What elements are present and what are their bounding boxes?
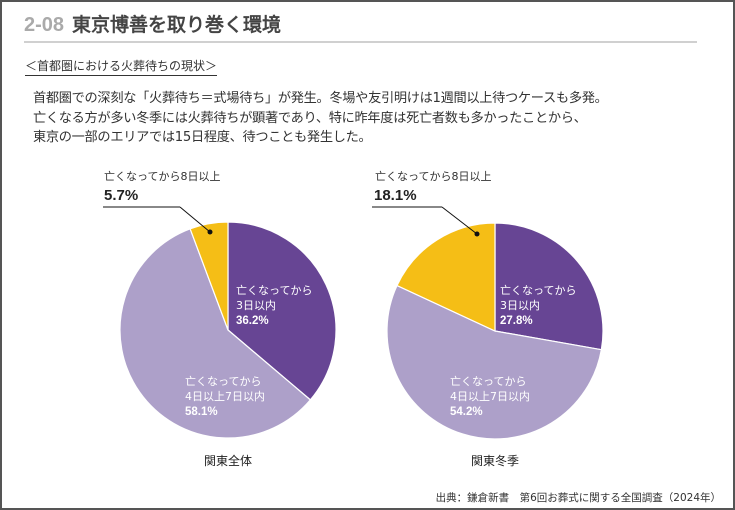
over8-label: 亡くなってから8日以上 (104, 169, 220, 183)
within3-sub: 3日以内 (236, 298, 276, 312)
slice-8-days-or-more (189, 221, 229, 331)
chart-title: 関東全体 (204, 453, 252, 468)
slice-within-3-days (494, 222, 604, 351)
over8-value: 18.1% (374, 187, 417, 204)
section-heading: ＜首都圏における火葬待ちの現状＞ (25, 57, 218, 76)
slice-4-to-7-days (386, 284, 603, 440)
pie-chart-kanto-winter: 亡くなってから8日以上 18.1% 亡くなってから 3日以内 27.8% 亡くな… (372, 169, 604, 468)
callout-dot (207, 229, 213, 235)
over8-value: 5.7% (104, 187, 138, 204)
within3-value: 36.2% (236, 315, 269, 327)
within3-sub: 3日以内 (500, 298, 540, 312)
days4to7-sub: 4日以上7日以内 (185, 389, 265, 403)
slide-title: 東京博善を取り巻く環境 (72, 14, 282, 36)
within3-label: 亡くなってから (236, 283, 312, 297)
chart-title: 関東冬季 (471, 453, 519, 468)
slice-4-to-7-days (119, 228, 312, 439)
slice-8-days-or-more (396, 222, 496, 332)
lead-line: 東京の一部のエリアでは15日程度、待つことも発生した。 (33, 130, 372, 145)
slice-within-3-days (227, 221, 337, 401)
slide-header: 2-08 東京博善を取り巻く環境 (24, 10, 281, 40)
days4to7-value: 58.1% (185, 406, 218, 418)
lead-text: 首都圏での深刻な「火葬待ち＝式場待ち」が発生。冬場や友引明けは1週間以上待つケー… (33, 89, 608, 148)
lead-line: 亡くなる方が多い冬季には火葬待ちが顕著であり、特に昨年度は死亡者数も多かったこと… (33, 110, 587, 126)
lead-line: 首都圏での深刻な「火葬待ち＝式場待ち」が発生。冬場や友引明けは1週間以上待つケー… (33, 91, 608, 106)
callout-line (179, 206, 211, 233)
days4to7-label: 亡くなってから (185, 374, 261, 388)
title-divider (24, 41, 697, 43)
source-note: 出典：鎌倉新書 第6回お葬式に関する全国調査（2024年） (435, 492, 721, 504)
callout-line (441, 206, 478, 235)
over8-label: 亡くなってから8日以上 (375, 169, 491, 183)
within3-value: 27.8% (500, 315, 533, 327)
days4to7-label: 亡くなってから (450, 374, 526, 388)
pie-chart-kanto-overall: 亡くなってから8日以上 5.7% 亡くなってから 3日以内 36.2% 亡くなっ… (103, 169, 337, 468)
within3-label: 亡くなってから (500, 283, 576, 297)
callout-dot (474, 231, 480, 237)
days4to7-value: 54.2% (450, 406, 483, 418)
days4to7-sub: 4日以上7日以内 (450, 389, 530, 403)
slide-number: 2-08 (24, 14, 65, 36)
